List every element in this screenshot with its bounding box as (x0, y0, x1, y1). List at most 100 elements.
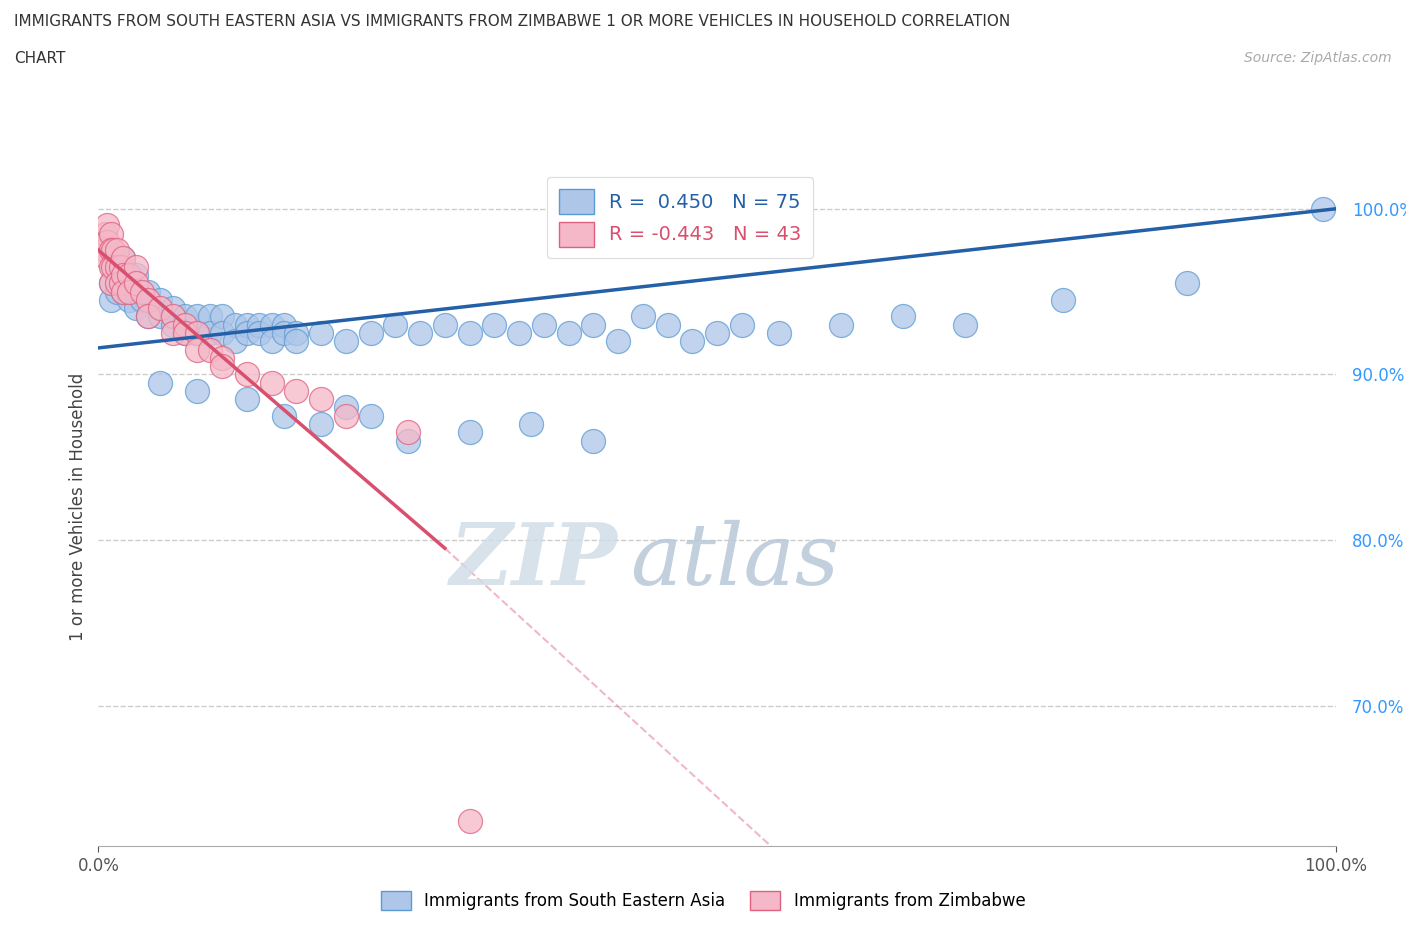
Point (409, 326, 432, 340)
Point (105, 259, 128, 274)
Point (198, 326, 221, 340)
Point (105, 276, 128, 291)
Point (260, 375, 283, 390)
Point (953, 317, 976, 332)
Point (458, 814, 481, 829)
Point (236, 317, 259, 332)
Point (149, 292, 172, 307)
Point (433, 317, 456, 332)
Point (198, 309, 221, 324)
Point (136, 285, 159, 299)
Point (174, 317, 197, 332)
Text: atlas: atlas (630, 520, 839, 603)
Point (360, 408, 382, 423)
Point (186, 342, 208, 357)
Point (93, 243, 115, 258)
Text: ZIP: ZIP (450, 520, 619, 603)
Point (1052, 292, 1074, 307)
Point (285, 326, 308, 340)
Point (706, 326, 728, 340)
Point (103, 259, 125, 274)
Point (335, 400, 357, 415)
Point (396, 425, 419, 440)
Point (136, 309, 159, 324)
Point (112, 285, 135, 299)
Point (260, 334, 283, 349)
Point (105, 259, 128, 274)
Point (124, 285, 146, 299)
Point (224, 317, 246, 332)
Point (384, 317, 406, 332)
Point (136, 292, 159, 307)
Point (112, 268, 135, 283)
Point (520, 417, 543, 432)
Point (100, 243, 122, 258)
Point (96, 234, 118, 249)
Point (93, 226, 115, 241)
Point (124, 276, 146, 291)
Point (484, 317, 506, 332)
Point (103, 243, 125, 258)
Point (1175, 276, 1198, 291)
Point (224, 334, 246, 349)
Legend: R =  0.450   N = 75, R = -0.443   N = 43: R = 0.450 N = 75, R = -0.443 N = 43 (547, 177, 813, 259)
Point (335, 334, 357, 349)
Point (731, 317, 754, 332)
Point (211, 359, 233, 374)
Point (309, 326, 332, 340)
Y-axis label: 1 or more Vehicles in Household: 1 or more Vehicles in Household (69, 373, 87, 641)
Point (309, 417, 332, 432)
Point (124, 300, 146, 315)
Point (273, 317, 295, 332)
Point (582, 433, 605, 448)
Point (149, 375, 172, 390)
Point (100, 292, 122, 307)
Point (285, 334, 308, 349)
Point (162, 300, 184, 315)
Point (149, 309, 172, 324)
Point (247, 326, 270, 340)
Point (124, 268, 146, 283)
Text: CHART: CHART (14, 51, 66, 66)
Point (458, 326, 481, 340)
Point (768, 326, 790, 340)
Point (100, 259, 122, 274)
Point (360, 326, 382, 340)
Point (110, 259, 132, 274)
Point (211, 309, 233, 324)
Point (557, 326, 579, 340)
Point (631, 309, 654, 324)
Point (174, 326, 197, 340)
Point (211, 351, 233, 365)
Point (830, 317, 852, 332)
Text: IMMIGRANTS FROM SOUTH EASTERN ASIA VS IMMIGRANTS FROM ZIMBABWE 1 OR MORE VEHICLE: IMMIGRANTS FROM SOUTH EASTERN ASIA VS IM… (14, 14, 1011, 29)
Point (309, 392, 332, 406)
Point (186, 326, 208, 340)
Point (273, 408, 295, 423)
Point (174, 326, 197, 340)
Point (396, 433, 419, 448)
Point (1312, 202, 1334, 217)
Point (100, 226, 122, 241)
Point (118, 285, 141, 299)
Point (100, 276, 122, 291)
Point (186, 326, 208, 340)
Point (118, 276, 141, 291)
Point (96, 218, 118, 232)
Point (681, 334, 703, 349)
Legend: Immigrants from South Eastern Asia, Immigrants from Zimbabwe: Immigrants from South Eastern Asia, Immi… (374, 884, 1032, 917)
Point (273, 326, 295, 340)
Point (236, 392, 259, 406)
Text: Source: ZipAtlas.com: Source: ZipAtlas.com (1244, 51, 1392, 65)
Point (285, 383, 308, 398)
Point (236, 326, 259, 340)
Point (96, 251, 118, 266)
Point (198, 342, 221, 357)
Point (136, 309, 159, 324)
Point (112, 285, 135, 299)
Point (110, 276, 132, 291)
Point (162, 317, 184, 332)
Point (458, 425, 481, 440)
Point (131, 292, 153, 307)
Point (100, 276, 122, 291)
